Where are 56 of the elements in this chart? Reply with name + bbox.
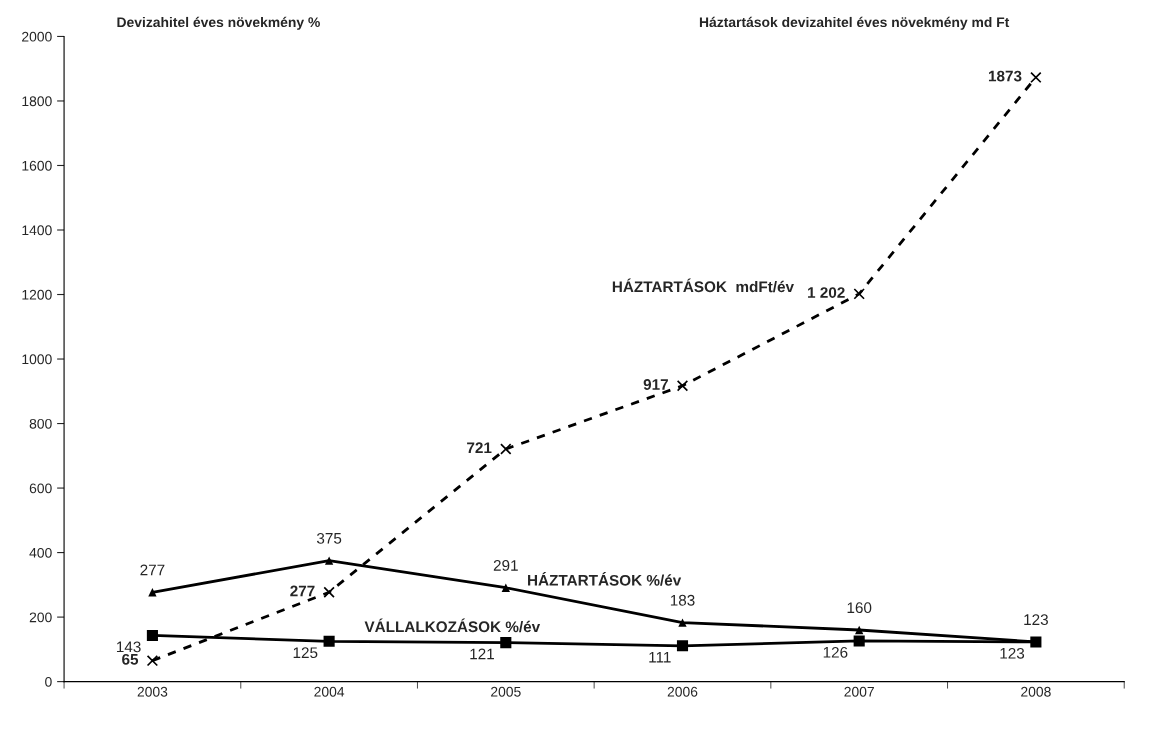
point — [146, 629, 158, 642]
y-tick-label: 1200 — [22, 289, 52, 300]
series-label: HÁZTARTÁSOK %/év — [528, 572, 682, 586]
y-tick-label: 0 — [45, 676, 52, 687]
x-tick-label: 2006 — [667, 686, 698, 697]
point — [501, 583, 510, 592]
text: Devizahitel éves növekmény % — [117, 16, 320, 30]
point — [676, 380, 689, 392]
point — [500, 443, 512, 455]
data-label: 291 — [493, 560, 518, 571]
text: Háztartások devizahitel éves növekmény md Ft — [699, 16, 1010, 30]
data-label: 721 — [467, 442, 492, 453]
data-label: 111 — [649, 651, 671, 663]
x-tick-label: 2004 — [314, 686, 345, 697]
data-label: 277 — [140, 564, 165, 576]
point — [148, 588, 157, 597]
y-tick-label: 2000 — [22, 31, 52, 42]
y-tick-label: 200 — [29, 612, 52, 623]
x-tick-label: 2005 — [491, 686, 521, 697]
series-label: VÁLLALKOZÁSOK %/év — [364, 618, 541, 633]
point — [324, 556, 334, 565]
y-tick-label: 1800 — [22, 96, 52, 107]
x-tick-label: 2008 — [1021, 686, 1051, 697]
point — [500, 637, 512, 649]
x-tick-label: 2007 — [844, 686, 874, 697]
data-label: 277 — [290, 585, 315, 597]
y-tick-label: 800 — [29, 418, 52, 429]
y-tick-label: 1600 — [22, 160, 52, 171]
data-label: 126 — [823, 646, 848, 658]
data-label: 143 — [116, 641, 141, 653]
point — [853, 288, 865, 300]
text: HÁZTARTÁSOK mdFt/év — [612, 278, 794, 293]
point — [853, 635, 865, 647]
point — [855, 625, 864, 635]
point — [323, 586, 335, 598]
data-label: 123 — [1000, 647, 1025, 659]
data-label: 125 — [293, 647, 318, 659]
point — [146, 654, 159, 667]
data-label: 1873 — [988, 70, 1022, 82]
point — [676, 640, 689, 652]
y-tick-label: 1000 — [22, 354, 52, 365]
point — [323, 635, 335, 647]
point — [678, 618, 687, 627]
y-tick-label: 400 — [29, 547, 52, 558]
data-label: 160 — [847, 602, 872, 614]
data-label: 123 — [1024, 614, 1048, 626]
data-label: 1 202 — [808, 287, 845, 298]
point — [1030, 71, 1042, 84]
y-tick-label: 1400 — [22, 225, 52, 236]
data-label: 65 — [122, 653, 139, 665]
y-tick-label: 600 — [29, 483, 52, 494]
data-label: 375 — [316, 532, 342, 544]
data-label: 121 — [470, 648, 494, 660]
x-tick-label: 2003 — [137, 686, 168, 697]
data-label: 183 — [670, 594, 695, 606]
data-label: 917 — [643, 379, 668, 390]
